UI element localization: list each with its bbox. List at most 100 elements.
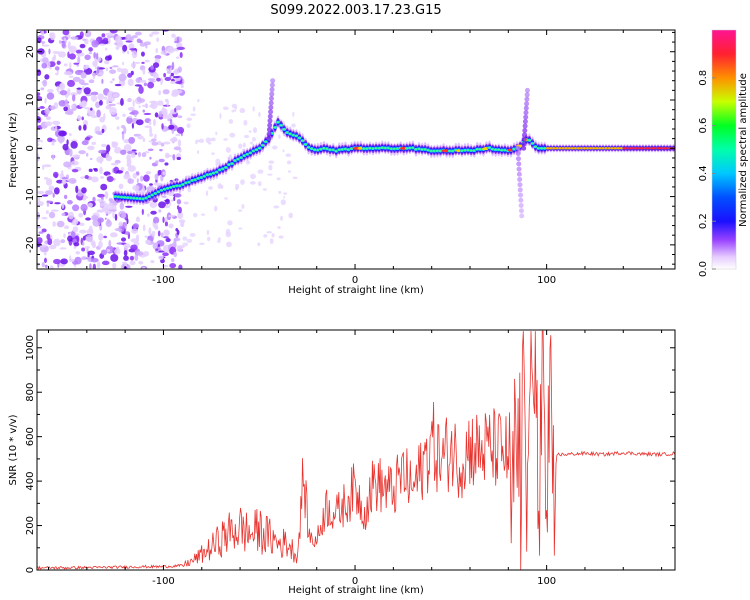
colorbar-ticks: 0.0 0.2 0.4 0.6 0.8 [698,70,716,277]
noise-speckle [71,104,75,109]
noise-speckle [93,52,97,59]
noise-speckle [169,119,173,125]
noise-speckle [41,262,45,268]
noise-speckle [257,242,261,246]
ridge-blob [417,148,421,150]
noise-speckle [44,74,50,80]
noise-speckle [98,233,104,241]
noise-speckle [170,199,174,202]
noise-speckle [109,66,113,70]
noise-speckle [71,169,79,173]
noise-speckle [186,238,193,243]
noise-speckle [155,160,159,164]
ridge-blob [178,184,182,187]
noise-speckle [52,120,61,126]
noise-speckle [98,240,103,249]
noise-speckle [120,68,129,75]
ridge-blob [276,121,280,124]
noise-speckle [121,237,127,242]
noise-speckle [153,62,160,68]
noise-speckle [164,154,173,157]
ridge-blob [306,146,311,149]
ridge-blob [503,149,507,151]
ridge-blob [383,147,388,149]
noise-speckle [105,67,109,72]
noise-speckle [72,218,79,226]
noise-speckle [148,227,152,235]
noise-speckle [225,228,231,235]
noise-speckle [71,94,76,102]
noise-speckle [148,120,152,126]
ridge-blob [208,173,213,176]
noise-speckle [38,196,41,202]
noise-speckle [61,179,67,185]
ridge-spur [268,109,274,115]
noise-speckle [37,200,45,207]
noise-speckle [81,140,89,146]
noise-speckle [42,79,48,87]
noise-speckle [243,119,248,126]
noise-speckle [267,173,273,176]
ridge-core [561,147,565,150]
noise-speckle [123,255,129,261]
ridge-blob [346,148,351,151]
noise-speckle [288,212,293,219]
noise-speckle [67,41,71,50]
noise-speckle [44,108,51,115]
noise-speckle [98,72,104,76]
noise-speckle [240,179,245,185]
noise-speckle [128,43,135,50]
noise-speckle [271,233,275,238]
noise-speckle [52,154,55,161]
ridge-core [637,147,642,150]
noise-speckle [128,136,136,144]
noise-speckle [79,229,87,234]
noise-speckle [158,250,165,253]
noise-speckle [139,79,147,83]
ridge-core [582,147,587,150]
noise-speckle [74,233,80,236]
noise-speckle [72,162,75,165]
ridge-blob [408,147,412,149]
noise-speckle [141,152,147,158]
noise-speckle [163,141,171,145]
noise-speckle [38,231,44,234]
ridge-spur [521,136,527,142]
noise-speckle [206,229,210,236]
noise-speckle [61,170,64,176]
noise-speckle [81,116,84,121]
noise-speckle [151,141,159,146]
noise-speckle [280,199,286,206]
noise-speckle [108,209,117,212]
noise-speckle [164,205,171,209]
noise-speckle [71,204,80,212]
ridge-blob [466,149,470,151]
noise-speckle [37,237,43,244]
spectrogram-ridge-layer [113,78,675,219]
ridge-blob [248,152,253,154]
ridge-blob [438,150,443,152]
ridge-blob [536,147,541,150]
noise-speckle [51,209,59,212]
noise-speckle [287,170,291,173]
noise-speckle [182,236,188,241]
noise-speckle [138,105,141,109]
noise-speckle [96,198,104,202]
noise-speckle [158,201,167,209]
noise-speckle [162,216,165,223]
ridge-spur [269,87,275,93]
noise-speckle [104,190,109,199]
ridge-blob [365,147,369,150]
noise-speckle [37,225,42,229]
noise-speckle [112,210,115,219]
colorbar-tick-label: 0.2 [698,213,709,229]
noise-speckle [106,218,110,225]
noise-speckle [56,60,61,65]
noise-speckle [167,46,175,54]
ridge-spur [270,78,276,84]
y-tick-label: -20 [25,237,36,253]
noise-speckle [51,141,55,146]
noise-speckle [68,53,76,60]
ridge-core [613,147,618,150]
noise-speckle [120,149,127,155]
